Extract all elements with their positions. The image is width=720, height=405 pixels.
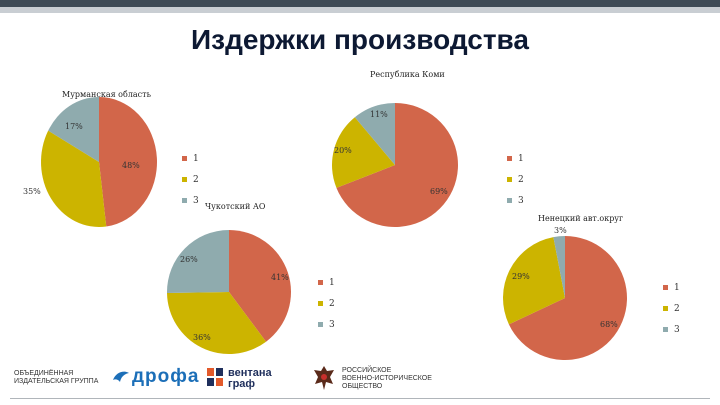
pie-slice-1 <box>99 97 158 227</box>
society-line-2: ВОЕННО-ИСТОРИЧЕСКОЕ <box>342 375 432 382</box>
legend-item: 3 <box>318 314 335 335</box>
page-title: Издержки производства <box>191 24 529 55</box>
legend-item: 2 <box>507 169 524 190</box>
legend-label: 1 <box>193 153 199 164</box>
legend-label: 3 <box>518 195 524 206</box>
legend-label: 1 <box>674 282 680 293</box>
legend-item: 3 <box>182 190 199 211</box>
pct-label-komi-1: 69% <box>430 187 448 196</box>
pct-label-chukotka-1: 41% <box>271 273 289 282</box>
footer-logos: ОБЪЕДИНЁННАЯ ИЗДАТЕЛЬСКАЯ ГРУППА дрофа в… <box>0 360 720 405</box>
pct-label-nenets-1: 68% <box>600 320 618 329</box>
pct-label-komi-3: 11% <box>370 110 388 119</box>
drofa-bird-icon <box>113 371 129 382</box>
pie-slice-2 <box>332 117 395 188</box>
pie-chart-murmansk <box>40 97 158 227</box>
pct-label-komi-2: 20% <box>334 146 352 155</box>
legend-swatch-2 <box>318 301 323 306</box>
pie-slice-3 <box>167 230 229 293</box>
pie-slice-3 <box>553 236 565 298</box>
eagle-emblem-icon <box>314 366 334 390</box>
legend-item: 1 <box>182 148 199 169</box>
legend-swatch-1 <box>318 280 323 285</box>
legend-swatch-2 <box>663 306 668 311</box>
ventana-logo: вентана граф <box>228 368 272 390</box>
legend-label: 2 <box>518 174 524 185</box>
publisher-line-1: ОБЪЕДИНЁННАЯ <box>14 370 74 377</box>
pie-chart-komi <box>332 103 458 227</box>
pie-slice-1 <box>229 230 291 342</box>
top-bar-strip <box>0 7 720 13</box>
pie-slice-2 <box>167 292 267 354</box>
legend-item: 1 <box>318 272 335 293</box>
legend-swatch-3 <box>182 198 187 203</box>
ventana-logo-icon <box>207 368 223 386</box>
chart-title-chukotka: Чукотский АО <box>205 202 266 211</box>
legend-murmansk: 1 2 3 <box>182 148 199 211</box>
ventana-line-2: граф <box>228 378 256 390</box>
pie-slice-2 <box>40 130 107 227</box>
bottom-divider <box>10 398 710 399</box>
legend-swatch-2 <box>507 177 512 182</box>
chart-title-murmansk: Мурманская область <box>62 90 151 99</box>
pie-slice-3 <box>48 97 99 162</box>
legend-swatch-1 <box>507 156 512 161</box>
publisher-line-2: ИЗДАТЕЛЬСКАЯ ГРУППА <box>14 378 99 385</box>
legend-chukotka: 1 2 3 <box>318 272 335 335</box>
pct-label-chukotka-2: 36% <box>193 333 211 342</box>
pie-slice-3 <box>354 103 395 165</box>
publisher-group-logo: ОБЪЕДИНЁННАЯ ИЗДАТЕЛЬСКАЯ ГРУППА <box>14 370 98 386</box>
ventana-line-1: вентана <box>228 367 272 379</box>
chart-title-nenets: Ненецкий авт.округ <box>538 214 624 223</box>
legend-swatch-3 <box>318 322 323 327</box>
legend-label: 2 <box>329 298 335 309</box>
pct-label-nenets-3: 3% <box>554 226 567 235</box>
legend-label: 2 <box>674 303 680 314</box>
legend-item: 2 <box>663 298 680 319</box>
legend-item: 3 <box>507 190 524 211</box>
military-society-logo: РОССИЙСКОЕ ВОЕННО-ИСТОРИЧЕСКОЕ ОБЩЕСТВО <box>342 367 432 391</box>
legend-label: 3 <box>193 195 199 206</box>
legend-item: 1 <box>507 148 524 169</box>
pct-label-nenets-2: 29% <box>512 272 530 281</box>
legend-item: 2 <box>182 169 199 190</box>
pie-slice-1 <box>336 103 458 227</box>
drofa-logo: дрофа <box>132 366 200 387</box>
legend-label: 1 <box>518 153 524 164</box>
chart-title-komi: Республика Коми <box>370 70 445 79</box>
legend-swatch-3 <box>507 198 512 203</box>
pie-chart-chukotka <box>167 230 291 354</box>
pct-label-murmansk-1: 48% <box>122 161 140 170</box>
pie-chart-nenets <box>503 236 627 360</box>
society-line-1: РОССИЙСКОЕ <box>342 367 392 374</box>
pie-slice-2 <box>503 237 565 325</box>
top-bar <box>0 0 720 7</box>
legend-item: 1 <box>663 277 680 298</box>
legend-swatch-2 <box>182 177 187 182</box>
society-line-3: ОБЩЕСТВО <box>342 383 383 390</box>
pie-slice-1 <box>508 236 627 360</box>
legend-swatch-1 <box>663 285 668 290</box>
legend-komi: 1 2 3 <box>507 148 524 211</box>
legend-swatch-3 <box>663 327 668 332</box>
pct-label-chukotka-3: 26% <box>180 255 198 264</box>
legend-item: 3 <box>663 319 680 340</box>
legend-label: 3 <box>674 324 680 335</box>
legend-item: 2 <box>318 293 335 314</box>
legend-label: 3 <box>329 319 335 330</box>
legend-label: 1 <box>329 277 335 288</box>
legend-nenets: 1 2 3 <box>663 277 680 340</box>
pct-label-murmansk-3: 17% <box>65 122 83 131</box>
legend-swatch-1 <box>182 156 187 161</box>
legend-label: 2 <box>193 174 199 185</box>
pct-label-murmansk-2: 35% <box>23 187 41 196</box>
